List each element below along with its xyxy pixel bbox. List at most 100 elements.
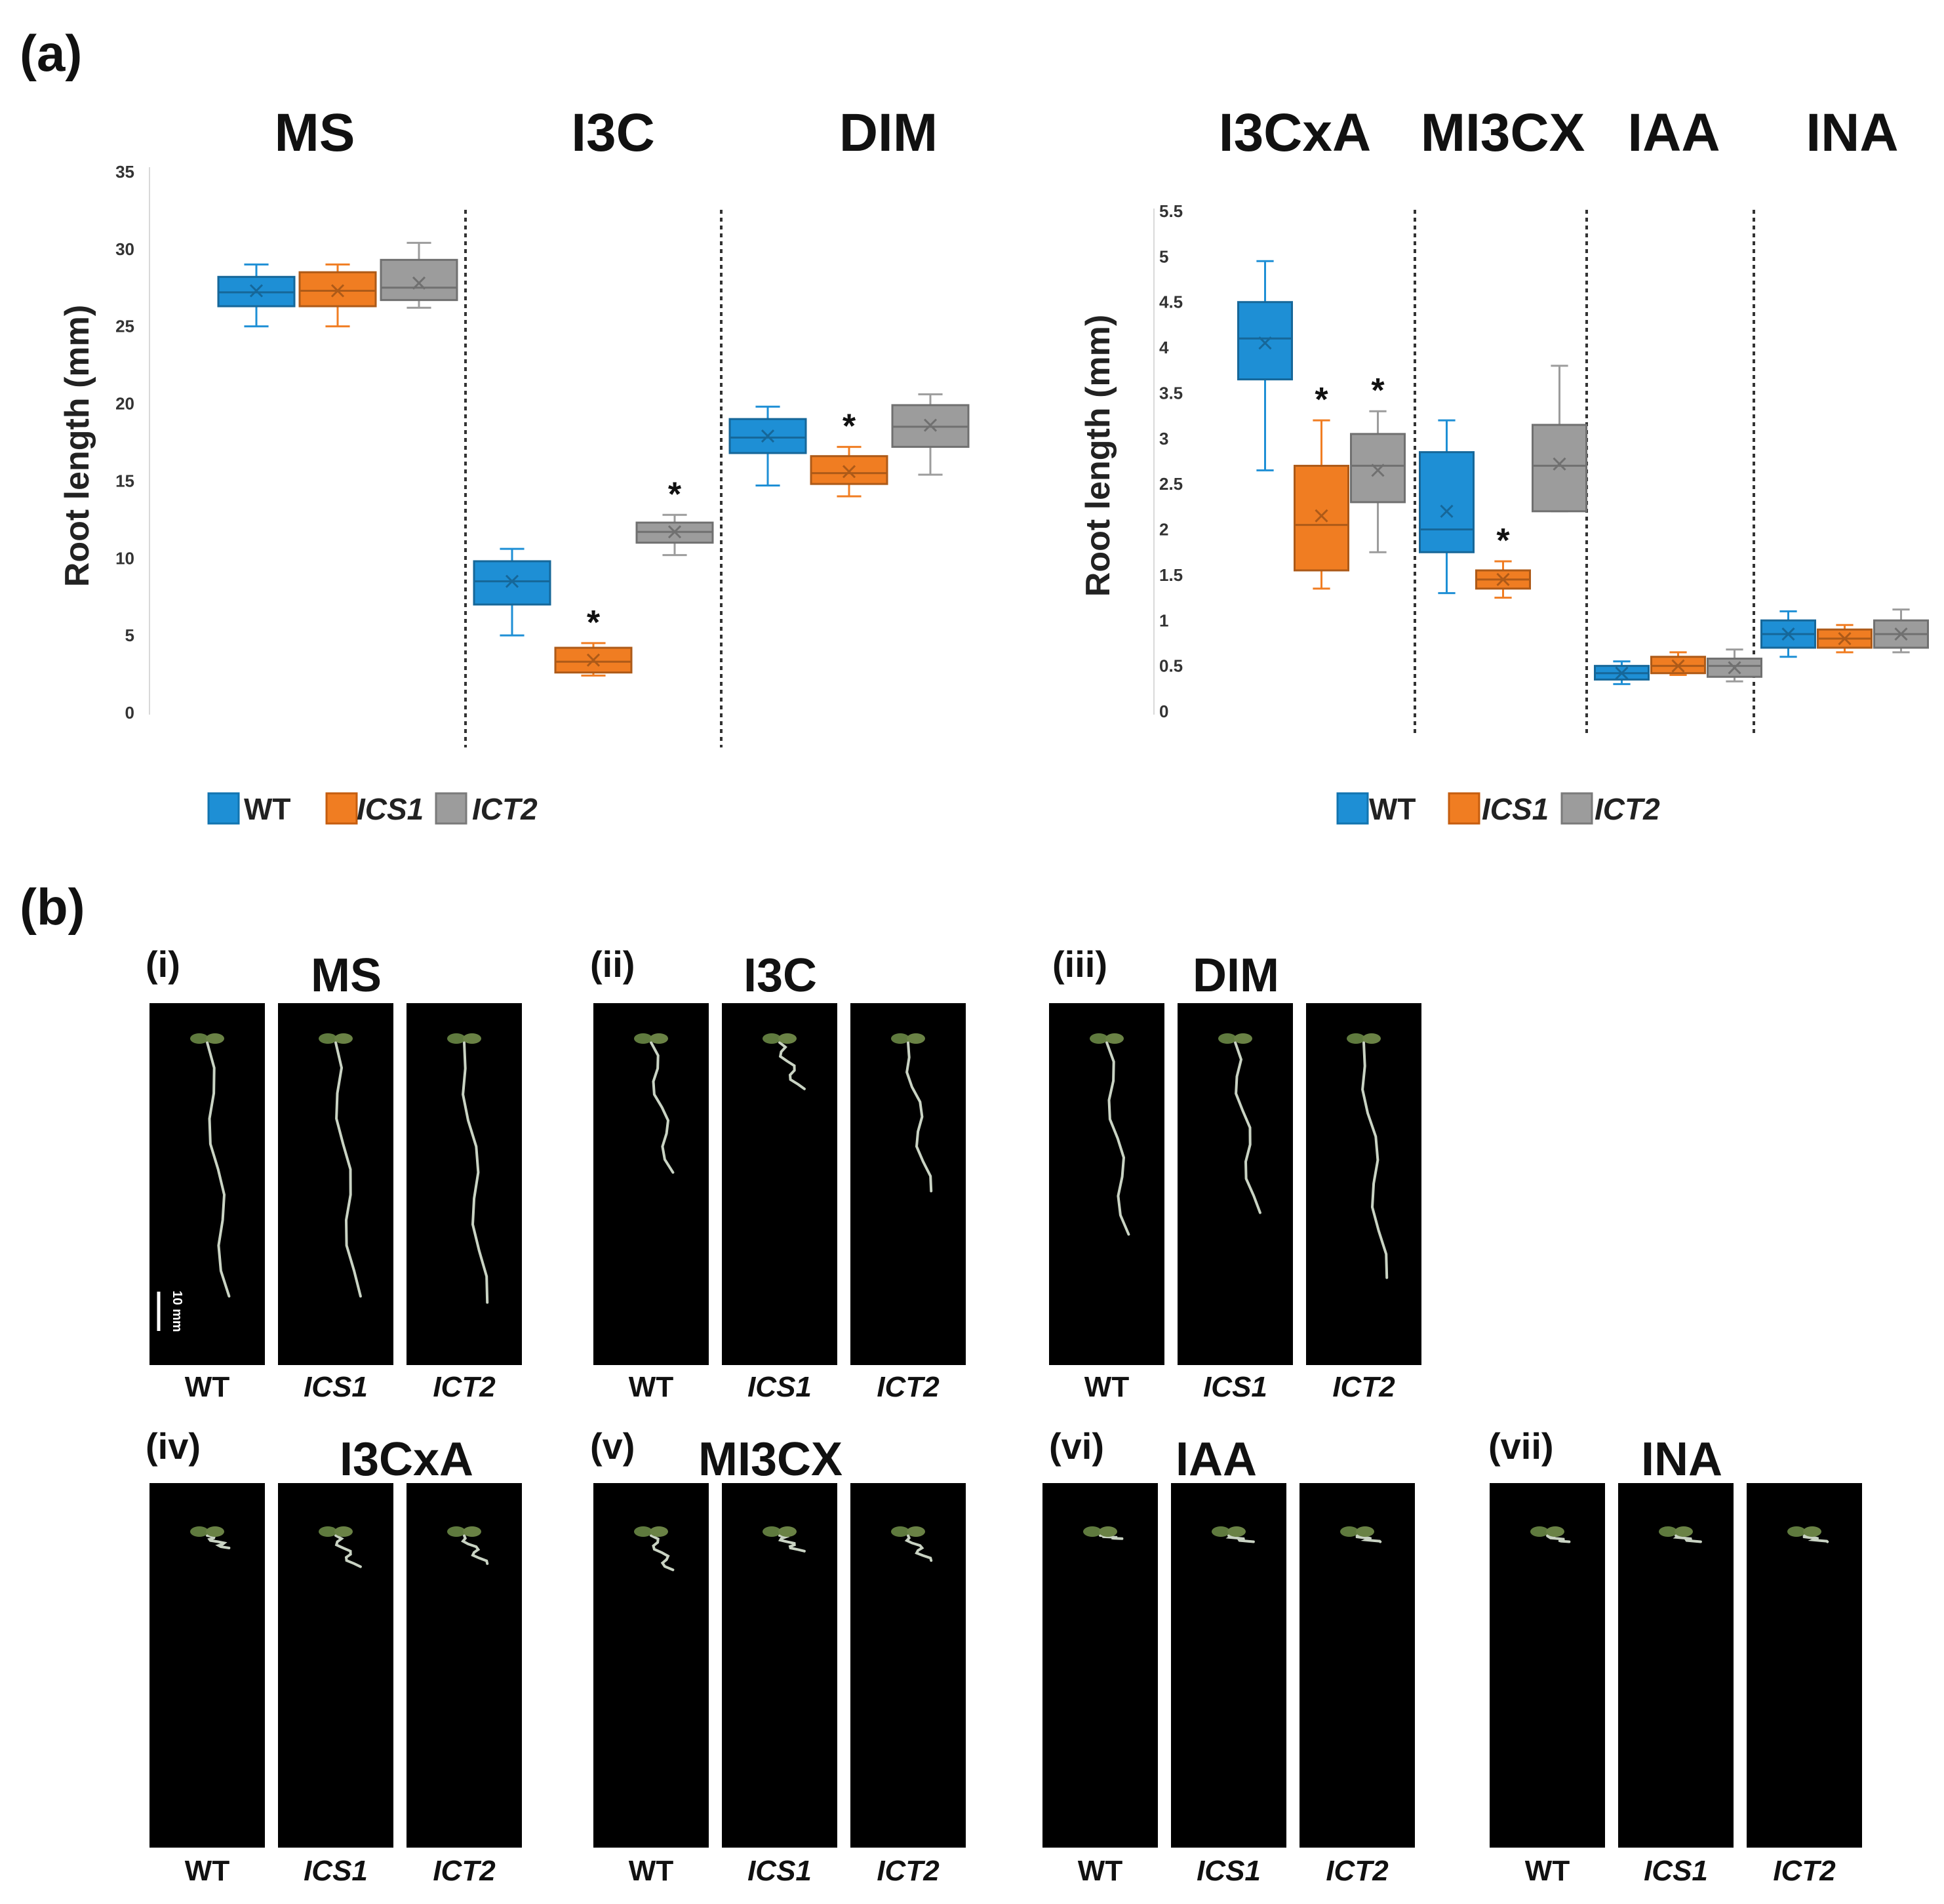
box-ict2: * — [635, 475, 714, 557]
mean-marker — [330, 284, 345, 298]
cotyledon — [634, 1526, 652, 1537]
photo-panel: (i) MS WT ICS1 ICT2 10 mm — [146, 943, 522, 1403]
photo-background — [1049, 1003, 1164, 1365]
seedling-root — [460, 1534, 489, 1565]
seedling-root — [334, 1534, 362, 1568]
seedling-root — [905, 1041, 933, 1193]
box-body — [1237, 301, 1293, 381]
genotype-label: ICS1 — [747, 1855, 812, 1887]
box-ict2 — [1707, 648, 1762, 683]
subpanel-label: (iv) — [146, 1425, 201, 1467]
box-body — [380, 258, 458, 302]
cotyledon — [1347, 1033, 1365, 1044]
box-body — [810, 455, 888, 485]
mean-marker — [412, 276, 426, 290]
cotyledon — [1356, 1526, 1374, 1537]
y-tick-label: 5 — [1159, 247, 1168, 266]
y-tick-label: 0 — [125, 703, 134, 723]
seedling-photo — [1490, 1483, 1605, 1848]
box-ict2 — [1873, 608, 1929, 654]
cotyledon — [1090, 1033, 1108, 1044]
y-tick-label: 0.5 — [1159, 656, 1183, 676]
seedling-root — [1673, 1534, 1702, 1543]
legend-left: WT ICS1 ICT2 — [207, 792, 538, 826]
genotype-label: ICS1 — [304, 1371, 368, 1403]
photo-background — [593, 1003, 709, 1365]
photo-background — [1747, 1483, 1862, 1848]
genotype-label: ICS1 — [1197, 1855, 1261, 1887]
y-tick-label: 3.5 — [1159, 383, 1183, 403]
seedling-root — [1361, 1041, 1389, 1279]
box-body — [1532, 424, 1587, 513]
mean-marker — [1894, 627, 1908, 641]
y-axis-label: Root length (mm) — [58, 305, 96, 587]
cotyledon — [463, 1033, 481, 1044]
y-tick-label: 10 — [115, 548, 134, 568]
seedling-root — [778, 1041, 806, 1090]
legend-label-ics1: ICS1 — [1482, 792, 1549, 826]
seedling-root — [334, 1041, 362, 1298]
panel-a-label: (a) — [20, 24, 82, 82]
subpanel-label: (ii) — [590, 943, 635, 985]
y-axis-label: Root length (mm) — [1079, 315, 1117, 597]
y-tick-label: 30 — [115, 239, 134, 259]
cotyledon — [1340, 1526, 1359, 1537]
box-ict2: * — [1350, 372, 1406, 553]
box-body — [1294, 464, 1349, 572]
genotype-label: ICS1 — [304, 1855, 368, 1887]
mean-marker — [761, 429, 775, 443]
photo-condition-label: INA — [1641, 1433, 1722, 1486]
box-ics1: * — [554, 604, 633, 677]
seedling-root — [1355, 1534, 1382, 1543]
photo-background — [1178, 1003, 1293, 1365]
photo-condition-label: IAA — [1176, 1433, 1257, 1486]
genotype-label: ICS1 — [1203, 1371, 1267, 1403]
photo-background — [407, 1483, 522, 1848]
y-tick-label: 2 — [1159, 520, 1168, 540]
cotyledon — [463, 1526, 481, 1537]
photo-condition-label: I3C — [744, 949, 817, 1002]
seedling-photo — [149, 1483, 265, 1848]
seedling-root — [206, 1041, 231, 1298]
photo-background — [149, 1483, 265, 1848]
photo-background — [722, 1483, 837, 1848]
significance-asterisk: * — [587, 604, 601, 642]
seedling-photo — [407, 1003, 522, 1365]
box-body — [298, 271, 377, 307]
legend-label-ict2: ICT2 — [1595, 792, 1660, 826]
genotype-label: ICS1 — [747, 1371, 812, 1403]
genotype-label: WT — [629, 1371, 674, 1403]
cotyledon — [1530, 1526, 1549, 1537]
seedling-root — [1802, 1534, 1829, 1543]
y-tick-label: 15 — [115, 471, 134, 490]
seedling-root — [904, 1534, 933, 1562]
genotype-label: WT — [185, 1371, 230, 1403]
mean-marker — [1838, 631, 1852, 646]
box-ics1: * — [810, 408, 888, 498]
cotyledon — [778, 1033, 797, 1044]
seedling-root — [778, 1534, 806, 1553]
legend-swatch-ict2 — [435, 792, 467, 825]
genotype-label: WT — [1078, 1855, 1123, 1887]
subpanel-label: (vii) — [1488, 1425, 1554, 1467]
mean-marker — [1258, 336, 1272, 350]
genotype-label: ICT2 — [433, 1371, 496, 1403]
genotype-label: ICT2 — [433, 1855, 496, 1887]
box-wt — [473, 547, 551, 637]
cotyledon — [190, 1526, 208, 1537]
photo-background — [593, 1483, 709, 1848]
photo-background — [1490, 1483, 1605, 1848]
photo-panel: (v) MI3CX WT ICS1 ICT2 — [590, 1425, 966, 1887]
cotyledon — [190, 1033, 208, 1044]
cotyledon — [334, 1033, 353, 1044]
genotype-label: ICT2 — [1326, 1855, 1389, 1887]
box-ict2 — [380, 241, 458, 309]
photo-panel: (vi) IAA WT ICS1 ICT2 — [1042, 1425, 1415, 1887]
y-tick-label: 0 — [1159, 702, 1168, 721]
cotyledon — [650, 1526, 668, 1537]
photo-background — [278, 1003, 393, 1365]
box-ics1: * — [1475, 522, 1531, 599]
photo-background — [149, 1003, 265, 1365]
box-ics1: * — [1294, 381, 1349, 590]
seedling-root — [1234, 1041, 1261, 1214]
